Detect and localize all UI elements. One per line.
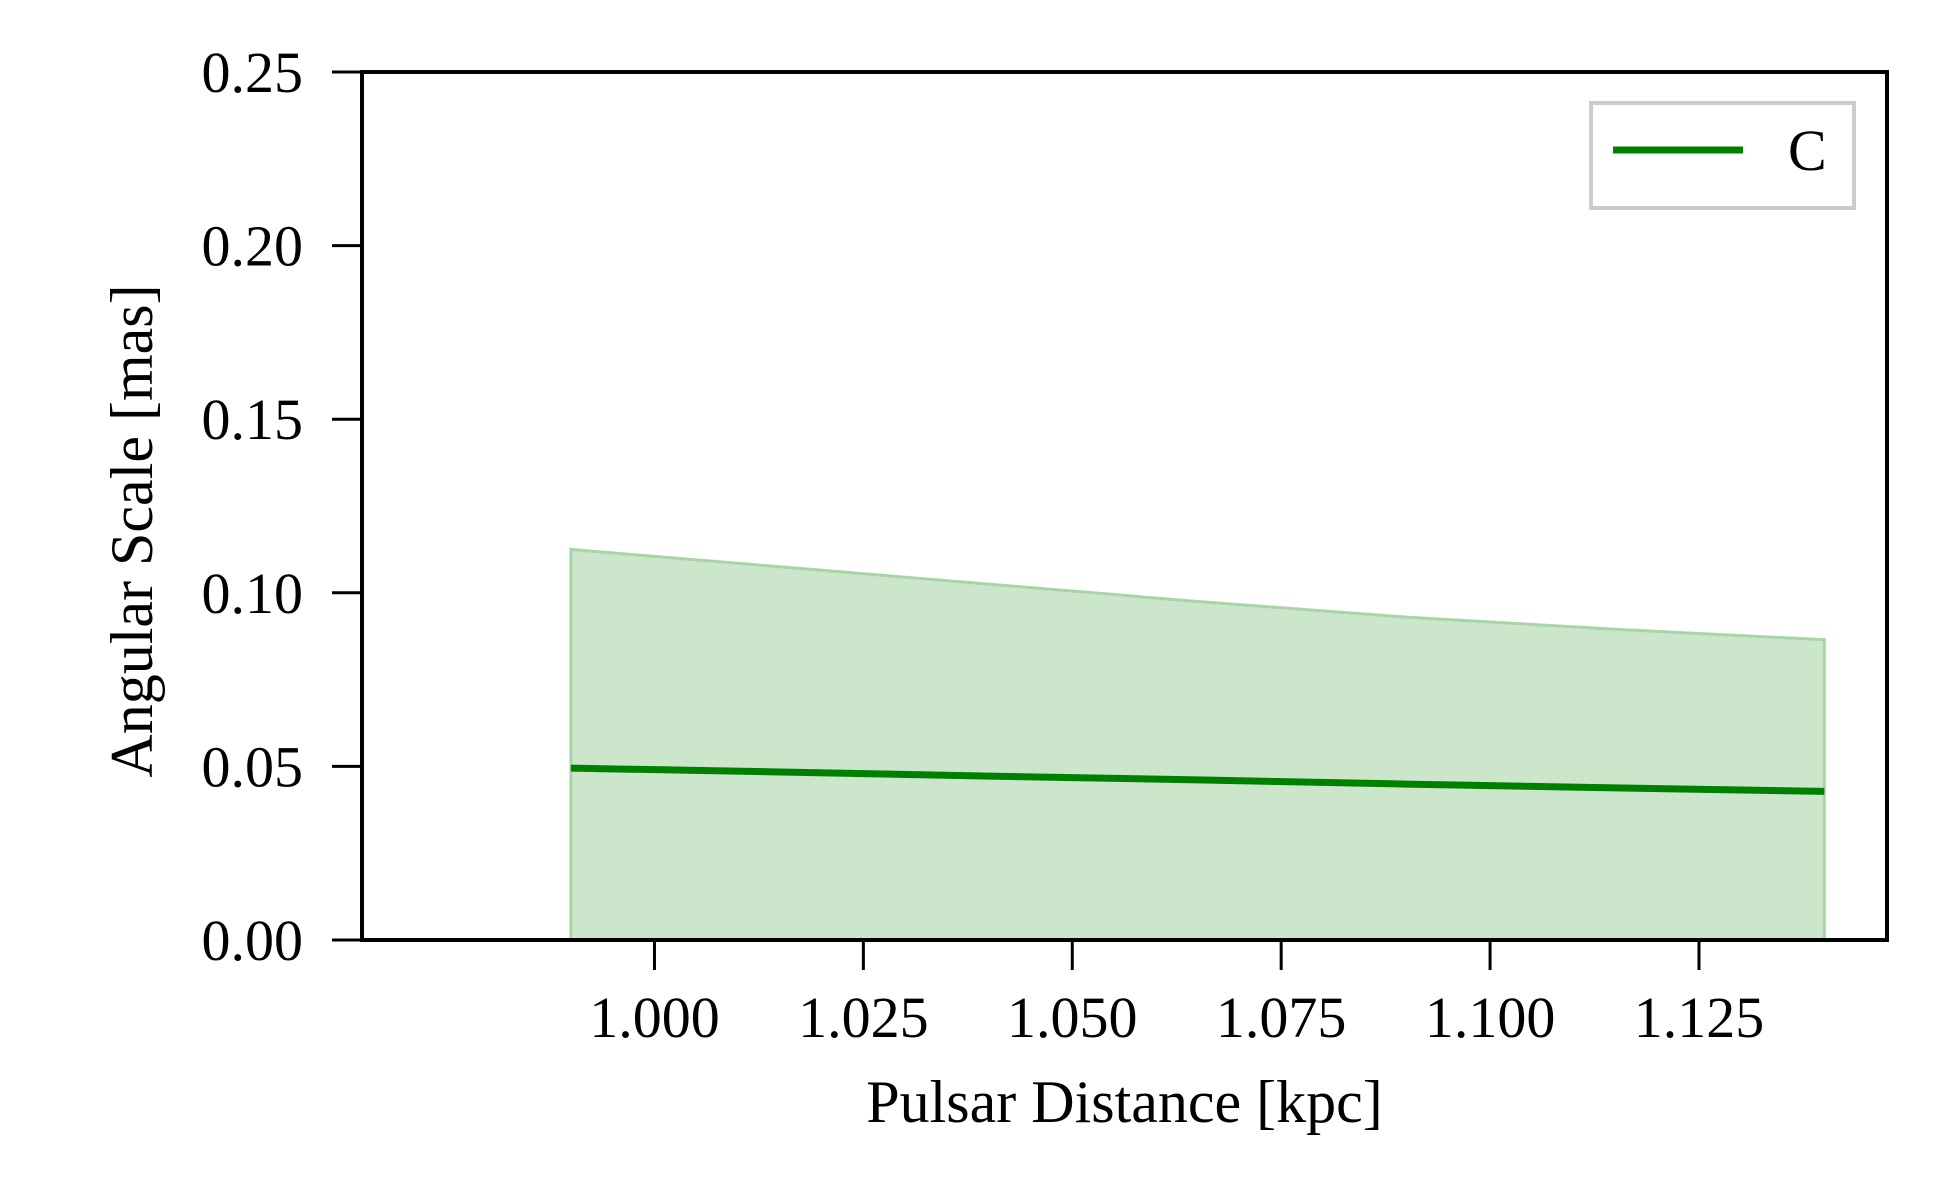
y-tick-label: 0.10	[202, 561, 304, 626]
x-axis-ticks: 1.000 1.025 1.050 1.075 1.100 1.125	[589, 940, 1764, 1050]
y-tick-label: 0.25	[202, 40, 304, 105]
x-tick-label: 1.100	[1425, 985, 1556, 1050]
y-tick-label: 0.15	[202, 387, 304, 452]
y-axis-label: Angular Scale [mas]	[99, 284, 165, 777]
legend-label-c: C	[1788, 118, 1827, 183]
y-tick-label: 0.20	[202, 214, 304, 279]
legend-box	[1589, 101, 1856, 210]
x-tick-label: 1.075	[1216, 985, 1347, 1050]
x-tick-label: 1.125	[1634, 985, 1765, 1050]
y-axis-ticks: 0.00 0.05 0.10 0.15 0.20 0.25	[202, 40, 362, 973]
y-tick-label: 0.00	[202, 908, 304, 973]
x-tick-label: 1.050	[1007, 985, 1138, 1050]
x-tick-label: 1.025	[798, 985, 929, 1050]
x-tick-label: 1.000	[589, 985, 720, 1050]
y-tick-label: 0.05	[202, 734, 304, 799]
x-axis-label: Pulsar Distance [kpc]	[866, 1069, 1383, 1135]
legend: C	[1589, 101, 1856, 210]
series-line-layer	[570, 764, 1825, 795]
plot-frame	[360, 70, 1889, 942]
series-line-c	[570, 764, 1825, 795]
